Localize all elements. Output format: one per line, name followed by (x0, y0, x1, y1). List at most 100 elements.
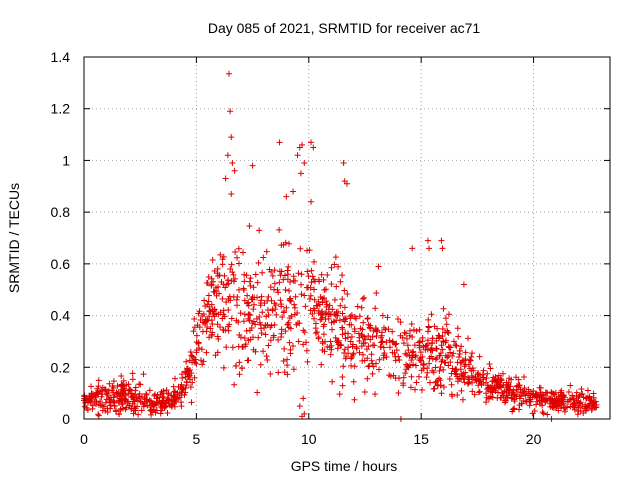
data-point (246, 278, 253, 285)
data-point (329, 378, 336, 385)
data-point (446, 375, 453, 382)
data-point (286, 339, 293, 346)
data-point (306, 296, 313, 303)
data-point (584, 394, 591, 401)
data-point (385, 326, 392, 333)
data-point (241, 278, 248, 285)
data-point (309, 273, 316, 280)
data-point (339, 324, 346, 331)
data-point (424, 237, 431, 244)
data-point (300, 341, 307, 348)
data-point (287, 325, 294, 332)
data-point (245, 337, 252, 344)
data-point (240, 318, 247, 325)
data-point (500, 393, 507, 400)
data-point (373, 290, 380, 297)
y-tick-label: 1.2 (51, 101, 71, 117)
data-point (299, 141, 306, 148)
data-point (361, 335, 368, 342)
data-point (164, 395, 171, 402)
data-point (311, 258, 318, 265)
data-point (490, 374, 497, 381)
data-point (210, 278, 217, 285)
data-point (170, 383, 177, 390)
data-point (271, 280, 278, 287)
data-point (448, 381, 455, 388)
data-point (518, 400, 525, 407)
data-point (438, 342, 445, 349)
data-point (256, 227, 263, 234)
data-point (389, 328, 396, 335)
data-point (341, 304, 348, 311)
data-point (231, 381, 238, 388)
data-point (324, 271, 331, 278)
x-tick-label: 15 (413, 431, 429, 447)
data-point (249, 296, 256, 303)
data-point (445, 362, 452, 369)
data-point (132, 387, 139, 394)
data-point (376, 356, 383, 363)
data-point (326, 302, 333, 309)
data-point (432, 356, 439, 363)
data-point (309, 311, 316, 318)
data-point (284, 362, 291, 369)
data-point (242, 343, 249, 350)
data-point (199, 328, 206, 335)
data-point (430, 385, 437, 392)
data-point (245, 311, 252, 318)
data-point (331, 296, 338, 303)
data-point (230, 278, 237, 285)
data-point (271, 300, 278, 307)
data-point (366, 324, 373, 331)
data-point (322, 316, 329, 323)
data-point (418, 357, 425, 364)
data-point (223, 281, 230, 288)
data-point (486, 384, 493, 391)
data-point (208, 281, 215, 288)
data-point (462, 369, 469, 376)
data-point (301, 292, 308, 299)
data-point (209, 256, 216, 263)
data-point (276, 268, 283, 275)
data-point (282, 328, 289, 335)
data-point (265, 311, 272, 318)
data-point (538, 397, 545, 404)
data-point (521, 385, 528, 392)
data-point (232, 249, 239, 256)
data-point (320, 331, 327, 338)
data-point (128, 405, 135, 412)
data-point (469, 388, 476, 395)
data-point (360, 319, 367, 326)
data-point (190, 328, 197, 335)
data-point (241, 335, 248, 342)
data-point (285, 263, 292, 270)
data-point (431, 323, 438, 330)
data-point (246, 317, 253, 324)
data-point (247, 275, 254, 282)
data-point (435, 335, 442, 342)
data-point (529, 410, 536, 417)
data-point (312, 325, 319, 332)
data-point (424, 369, 431, 376)
data-point (275, 369, 282, 376)
data-point (315, 298, 322, 305)
data-point (301, 410, 308, 417)
data-point (171, 388, 178, 395)
data-point (84, 406, 91, 413)
x-tick-label: 0 (80, 431, 88, 447)
data-point (304, 358, 311, 365)
data-point (575, 401, 582, 408)
data-point (246, 222, 253, 229)
data-point (459, 396, 466, 403)
data-point (288, 313, 295, 320)
data-point (290, 277, 297, 284)
data-point (316, 278, 323, 285)
data-point (341, 287, 348, 294)
data-point (254, 279, 261, 286)
data-point (228, 191, 235, 198)
data-point (291, 311, 298, 318)
data-point (513, 386, 520, 393)
data-point (267, 337, 274, 344)
data-point (140, 371, 147, 378)
data-point (187, 348, 194, 355)
